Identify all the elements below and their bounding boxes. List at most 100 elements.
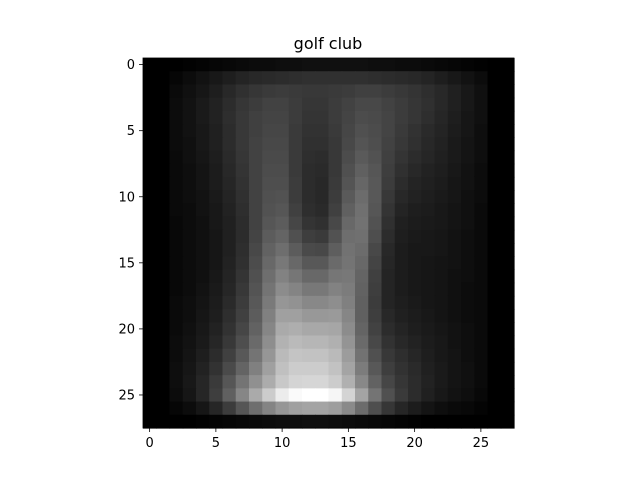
- heatmap-cell: [222, 401, 237, 416]
- heatmap-cell: [421, 322, 436, 337]
- heatmap-cell: [222, 203, 237, 218]
- heatmap-cell: [341, 137, 356, 152]
- heatmap-cell: [156, 295, 171, 310]
- heatmap-cell: [262, 414, 277, 429]
- heatmap-cell: [368, 229, 383, 244]
- heatmap-cell: [196, 163, 210, 178]
- heatmap-cell: [447, 348, 462, 363]
- heatmap-cell: [169, 190, 184, 204]
- heatmap-cell: [474, 124, 489, 138]
- heatmap-cell: [235, 110, 250, 125]
- heatmap-cell: [355, 282, 369, 297]
- heatmap-cell: [222, 58, 237, 72]
- heatmap-cell: [275, 322, 290, 337]
- heatmap-cell: [500, 256, 515, 271]
- heatmap-cell: [341, 322, 356, 337]
- heatmap-cell: [315, 203, 330, 218]
- heatmap-cell: [156, 150, 171, 165]
- heatmap-cell: [368, 401, 383, 416]
- heatmap-cell: [394, 295, 409, 310]
- heatmap-cell: [381, 110, 396, 125]
- heatmap-cell: [394, 348, 409, 363]
- heatmap-cell: [447, 414, 462, 429]
- heatmap-cell: [341, 401, 356, 416]
- heatmap-cell: [315, 388, 330, 403]
- heatmap-cell: [408, 97, 422, 112]
- heatmap-cell: [408, 176, 422, 191]
- heatmap-cell: [434, 348, 449, 363]
- heatmap-cell: [394, 335, 409, 350]
- heatmap-cell: [394, 137, 409, 152]
- heatmap-cell: [156, 176, 171, 191]
- heatmap-cell: [355, 243, 369, 257]
- heatmap-cell: [143, 190, 157, 204]
- x-tick-label: 10: [274, 436, 291, 451]
- heatmap-cell: [315, 110, 330, 125]
- heatmap-cell: [461, 361, 475, 376]
- heatmap-cell: [288, 150, 303, 165]
- heatmap-cell: [474, 322, 489, 337]
- heatmap-cell: [182, 309, 197, 323]
- heatmap-cell: [500, 243, 515, 257]
- heatmap-cell: [209, 322, 224, 337]
- heatmap-cell: [394, 269, 409, 284]
- heatmap-cell: [355, 269, 369, 284]
- heatmap-cell: [182, 256, 197, 271]
- heatmap-cell: [222, 84, 237, 99]
- heatmap-cell: [461, 216, 475, 231]
- heatmap-cell: [434, 97, 449, 112]
- heatmap-cell: [421, 110, 436, 125]
- heatmap-cell: [143, 282, 157, 297]
- heatmap-cell: [156, 256, 171, 271]
- heatmap-cell: [474, 229, 489, 244]
- heatmap-cell: [368, 58, 383, 72]
- heatmap-cell: [143, 203, 157, 218]
- heatmap-cell: [434, 414, 449, 429]
- heatmap-cell: [341, 414, 356, 429]
- heatmap-cell: [209, 401, 224, 416]
- heatmap-cell: [434, 361, 449, 376]
- heatmap-cell: [461, 243, 475, 257]
- heatmap-cell: [408, 58, 422, 72]
- heatmap-cell: [368, 361, 383, 376]
- heatmap-cell: [235, 150, 250, 165]
- heatmap-cell: [487, 163, 502, 178]
- heatmap-cell: [235, 97, 250, 112]
- heatmap-cell: [222, 150, 237, 165]
- heatmap-cell: [381, 414, 396, 429]
- heatmap-cell: [315, 137, 330, 152]
- heatmap-cell: [421, 84, 436, 99]
- heatmap-cell: [249, 124, 263, 138]
- heatmap-cell: [381, 295, 396, 310]
- heatmap-cell: [302, 388, 316, 403]
- heatmap-cell: [143, 84, 157, 99]
- heatmap-cell: [447, 71, 462, 86]
- heatmap-cell: [209, 190, 224, 204]
- heatmap-cell: [288, 388, 303, 403]
- heatmap-cell: [500, 375, 515, 389]
- heatmap-cell: [209, 361, 224, 376]
- heatmap-cell: [461, 163, 475, 178]
- heatmap-cell: [368, 322, 383, 337]
- heatmap-cell: [368, 335, 383, 350]
- heatmap-cell: [169, 414, 184, 429]
- heatmap-cell: [262, 124, 277, 138]
- heatmap-cell: [461, 309, 475, 323]
- heatmap-cell: [368, 150, 383, 165]
- heatmap-cell: [262, 163, 277, 178]
- heatmap-cell: [262, 150, 277, 165]
- heatmap-cell: [328, 110, 343, 125]
- heatmap-cell: [474, 176, 489, 191]
- heatmap-cell: [196, 71, 210, 86]
- heatmap-cell: [408, 150, 422, 165]
- heatmap-cell: [169, 203, 184, 218]
- heatmap-cell: [169, 216, 184, 231]
- heatmap-cell: [461, 84, 475, 99]
- heatmap-cell: [302, 58, 316, 72]
- heatmap-cell: [222, 295, 237, 310]
- heatmap-cell: [262, 388, 277, 403]
- heatmap-cell: [143, 414, 157, 429]
- heatmap-cell: [421, 401, 436, 416]
- heatmap-cell: [368, 137, 383, 152]
- heatmap-cell: [182, 322, 197, 337]
